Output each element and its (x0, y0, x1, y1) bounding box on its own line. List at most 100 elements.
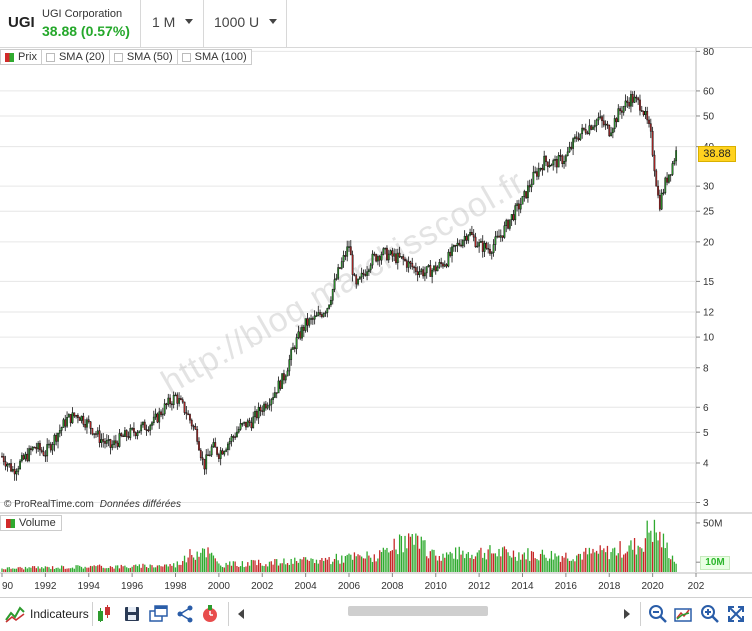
candle-down (125, 430, 128, 437)
candle-up (308, 318, 311, 326)
volume-bar (171, 565, 173, 572)
candle-up (514, 205, 517, 221)
candle-down (584, 129, 587, 134)
volume-bar (229, 561, 231, 572)
save-button[interactable] (124, 603, 140, 625)
scroll-left-button[interactable] (236, 603, 246, 625)
volume-bar (594, 552, 596, 572)
candle-down (353, 274, 356, 277)
volume-bar (324, 557, 327, 572)
volume-bar (595, 550, 598, 572)
volume-bar (454, 547, 457, 572)
candle-up (367, 269, 370, 272)
candle-down (143, 421, 146, 430)
volume-bar (212, 555, 215, 572)
volume-bar (124, 565, 126, 572)
volume-bar (460, 554, 462, 572)
volume-bar (675, 563, 677, 572)
candle-up (71, 412, 74, 424)
candle-up (371, 253, 374, 266)
volume-bar (295, 561, 298, 572)
candle-up (286, 370, 289, 377)
candle-down (416, 271, 419, 276)
volume-bar (541, 549, 544, 572)
candle-down (391, 250, 394, 257)
zoom-out-button[interactable] (648, 603, 668, 625)
horizontal-scrollbar-thumb[interactable] (348, 606, 488, 616)
volume-bar (635, 554, 638, 572)
volume-bar (548, 558, 551, 572)
volume-bar (17, 567, 19, 572)
zoom-area-button[interactable] (674, 603, 694, 625)
volume-bar (509, 555, 511, 572)
candle-down (626, 100, 629, 103)
volume-bar (176, 561, 178, 572)
volume-bar (407, 533, 410, 572)
volume-bar (431, 549, 433, 572)
volume-bar (26, 568, 28, 572)
save-icon (125, 607, 139, 621)
volume-bar (66, 568, 68, 572)
candle-up (633, 96, 636, 103)
x-tick-label: 2016 (555, 581, 578, 592)
candle-up (208, 454, 211, 457)
windows-button[interactable] (149, 603, 169, 625)
volume-bar (209, 553, 211, 572)
candle-up (297, 331, 300, 338)
toolbar-divider (228, 602, 229, 626)
legend-sma20[interactable]: SMA (20) (42, 50, 110, 64)
fullscreen-button[interactable] (726, 603, 746, 625)
price-chart[interactable]: 8060504030252015121086543http://blog.mar… (0, 0, 752, 597)
candle-up (516, 203, 518, 206)
candle-down (102, 439, 105, 442)
indicators-button[interactable]: Indicateurs (4, 603, 89, 625)
candle-up (178, 398, 181, 404)
volume-bar (24, 566, 27, 572)
candle-up (597, 117, 600, 121)
candle-up (667, 174, 670, 183)
share-button[interactable] (176, 603, 194, 625)
candle-up (304, 318, 307, 331)
drawing-tools-button[interactable] (97, 603, 115, 625)
zoom-in-button[interactable] (700, 603, 720, 625)
candle-up (554, 158, 556, 161)
candle-down (299, 331, 302, 339)
volume-bar (395, 549, 397, 572)
candle-up (539, 167, 542, 170)
volume-bar (529, 560, 531, 572)
candle-down (546, 161, 549, 167)
volume-bar (138, 564, 141, 572)
candle-down (104, 441, 106, 444)
volume-bar (51, 566, 54, 572)
legend-sma100[interactable]: SMA (100) (178, 50, 251, 64)
volume-bar (527, 548, 529, 572)
volume-bar (668, 558, 670, 572)
volume-bar (614, 547, 616, 572)
units-dropdown[interactable]: 1000 U (214, 14, 278, 30)
volume-bar (398, 534, 401, 572)
volume-bar (388, 552, 390, 572)
candle-down (454, 245, 457, 247)
legend-sma50[interactable]: SMA (50) (110, 50, 178, 64)
candle-down (245, 421, 247, 428)
volume-bar (201, 548, 204, 572)
period-dropdown[interactable]: 1 M (152, 14, 194, 30)
volume-bar (351, 559, 354, 572)
volume-bar (646, 520, 648, 572)
y-tick-label: 5 (703, 428, 709, 439)
volume-legend[interactable]: Volume (0, 515, 62, 531)
legend-price[interactable]: Prix (1, 50, 42, 64)
candle-up (574, 136, 576, 139)
volume-bar (142, 563, 144, 572)
volume-bar (552, 559, 554, 572)
candle-down (55, 434, 58, 442)
candle-up (438, 262, 441, 268)
volume-bar (565, 552, 567, 572)
alert-button[interactable] (200, 603, 220, 625)
volume-bar (1, 568, 3, 572)
scroll-right-button[interactable] (622, 603, 632, 625)
volume-bar (268, 561, 271, 572)
candle-up (51, 444, 54, 451)
candle-up (149, 425, 152, 431)
candle-down (639, 99, 641, 111)
